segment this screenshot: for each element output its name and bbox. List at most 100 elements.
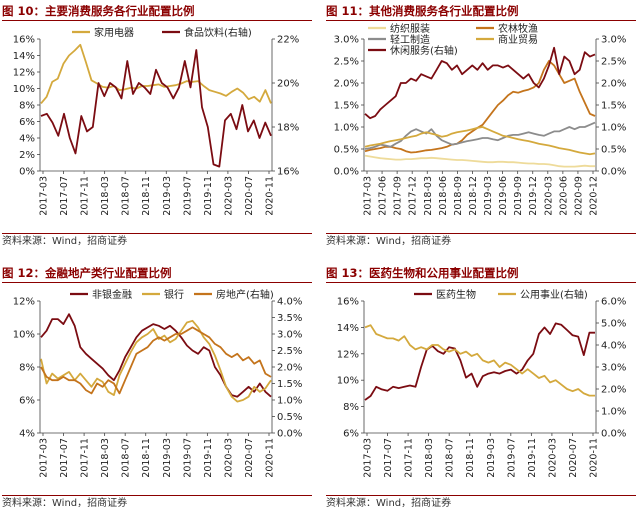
- y-tick-label-left: 0.0%: [334, 167, 359, 178]
- x-tick-label: 2019-11: [203, 438, 214, 478]
- x-tick-label: 2019-03: [162, 176, 173, 216]
- source-note: 资料来源：Wind，招商证券: [326, 233, 636, 250]
- x-tick-label: 2020-07: [568, 438, 579, 478]
- x-tick-label: 2018-03: [424, 438, 435, 478]
- y-tick-label-right: 2.5%: [601, 57, 626, 68]
- legend-label: 纺织服装: [390, 22, 430, 35]
- y-tick-label-left: 10%: [13, 330, 35, 341]
- chart-svg: 6% 8% 10% 12% 14% 16% 0.0% 1.0% 2.0% 3.0% 4.0% 5.0%…: [337, 288, 627, 478]
- x-tick-label: 2020-06: [558, 176, 569, 216]
- x-tick-label: 2018-03: [100, 176, 111, 216]
- chart-panel-3: 图 12：金融地产类行业配置比例 4% 6% 8% 10% 12% 0.0% 0.5% 1.0…: [2, 264, 312, 512]
- y-tick-label-left: 1.5%: [334, 101, 359, 112]
- y-tick-label-right: 16%: [277, 167, 299, 178]
- x-tick-label: 2017-11: [404, 438, 415, 478]
- x-tick-label: 2018-11: [465, 438, 476, 478]
- y-tick-label-right: 3.0%: [601, 35, 626, 46]
- x-tick-label: 2017-11: [80, 176, 91, 216]
- y-tick-label-right: 1.0%: [601, 123, 626, 134]
- x-tick-label: 2018-11: [141, 176, 152, 216]
- x-tick-label: 2020-03: [547, 438, 558, 478]
- source-note: 资料来源：Wind，招商证券: [2, 495, 312, 512]
- y-tick-label-right: 4.0%: [601, 341, 626, 352]
- y-tick-label-left: 2.0%: [334, 79, 359, 90]
- y-tick-label-left: 12%: [13, 297, 35, 308]
- y-tick-label-right: 3.0%: [277, 330, 302, 341]
- x-tick-label: 2019-03: [486, 438, 497, 478]
- legend-label: 家用电器: [94, 26, 134, 39]
- y-tick-label-left: 2%: [19, 150, 35, 161]
- y-tick-label-left: 8%: [19, 101, 35, 112]
- y-tick-label-left: 16%: [337, 297, 359, 308]
- y-tick-label-right: 1.5%: [601, 101, 626, 112]
- x-tick-label: 2018-07: [121, 176, 132, 216]
- y-tick-label-right: 0.5%: [601, 145, 626, 156]
- legend-label: 医药生物: [436, 288, 476, 301]
- y-tick-label-left: 0.5%: [334, 145, 359, 156]
- source-note: 资料来源：Wind，招商证券: [326, 495, 636, 512]
- series-line-1: [40, 43, 272, 104]
- x-tick-label: 2017-07: [59, 176, 70, 216]
- y-tick-label-left: 10%: [337, 376, 359, 387]
- x-tick-label: 2017-06: [378, 176, 389, 216]
- series-line-4: [364, 126, 596, 156]
- series-line-1: [364, 322, 595, 401]
- x-tick-label: 2018-09: [453, 176, 464, 216]
- x-tick-label: 2020-07: [244, 176, 255, 216]
- y-tick-label-right: 3.5%: [277, 313, 302, 324]
- legend-label: 食品饮料(右轴): [184, 26, 252, 39]
- y-tick-label-left: 12%: [13, 68, 35, 79]
- y-tick-label-right: 20%: [277, 79, 299, 90]
- chart-svg: 0.0% 0.5% 1.0% 1.5% 2.0% 2.5% 3.0% 0.0% 0.5% 1.0%…: [334, 22, 627, 216]
- chart-title: 图 11：其他消费服务各行业配置比例: [326, 2, 636, 21]
- legend-label: 农林牧渔: [498, 22, 538, 35]
- x-tick-label: 2020-11: [265, 438, 276, 478]
- x-tick-label: 2020-03: [223, 438, 234, 478]
- y-tick-label-left: 4%: [19, 429, 35, 440]
- series-line-3: [40, 326, 272, 395]
- x-tick-label: 2020-03: [543, 176, 554, 216]
- y-tick-label-left: 6%: [343, 429, 359, 440]
- legend-label: 商业贸易: [498, 33, 538, 46]
- y-tick-label-right: 22%: [277, 35, 299, 46]
- y-tick-label-left: 14%: [337, 323, 359, 334]
- y-tick-label-left: 16%: [13, 35, 35, 46]
- source-note: 资料来源：Wind，招商证券: [2, 233, 312, 250]
- x-tick-label: 2020-11: [265, 176, 276, 216]
- series-line-1: [40, 313, 272, 398]
- y-tick-label-left: 0%: [19, 167, 35, 178]
- x-tick-label: 2019-07: [182, 176, 193, 216]
- chart-title: 图 13：医药生物和公用事业配置比例: [326, 264, 636, 283]
- x-tick-label: 2018-07: [121, 438, 132, 478]
- x-tick-label: 2019-03: [162, 438, 173, 478]
- y-tick-label-left: 8%: [19, 363, 35, 374]
- y-tick-label-right: 2.0%: [277, 363, 302, 374]
- y-tick-label-right: 5.0%: [601, 319, 626, 330]
- x-tick-label: 2017-03: [39, 438, 50, 478]
- y-tick-label-right: 1.5%: [277, 379, 302, 390]
- x-tick-label: 2018-11: [141, 438, 152, 478]
- x-tick-label: 2019-09: [513, 176, 524, 216]
- x-tick-label: 2017-03: [363, 176, 374, 216]
- y-tick-label-left: 8%: [343, 402, 359, 413]
- y-tick-label-left: 6%: [19, 396, 35, 407]
- y-tick-label-right: 0.0%: [601, 167, 626, 178]
- x-tick-label: 2020-11: [589, 438, 600, 478]
- y-tick-label-right: 1.0%: [277, 396, 302, 407]
- series-line-5: [364, 46, 596, 120]
- x-tick-label: 2019-06: [498, 176, 509, 216]
- x-tick-label: 2019-07: [506, 438, 517, 478]
- x-tick-label: 2019-07: [182, 438, 193, 478]
- x-tick-label: 2019-03: [483, 176, 494, 216]
- series-line-2: [40, 49, 272, 168]
- x-tick-label: 2017-12: [408, 176, 419, 216]
- x-tick-label: 2018-03: [423, 176, 434, 216]
- x-tick-label: 2020-09: [573, 176, 584, 216]
- y-tick-label-left: 14%: [13, 51, 35, 62]
- legend-label: 非银金融: [92, 288, 132, 301]
- y-tick-label-left: 4%: [19, 134, 35, 145]
- series-line-2: [40, 319, 272, 403]
- chart-panel-4: 图 13：医药生物和公用事业配置比例 6% 8% 10% 12% 14% 16% 0.0% 1…: [326, 264, 636, 512]
- x-tick-label: 2019-12: [528, 176, 539, 216]
- x-tick-label: 2017-03: [363, 438, 374, 478]
